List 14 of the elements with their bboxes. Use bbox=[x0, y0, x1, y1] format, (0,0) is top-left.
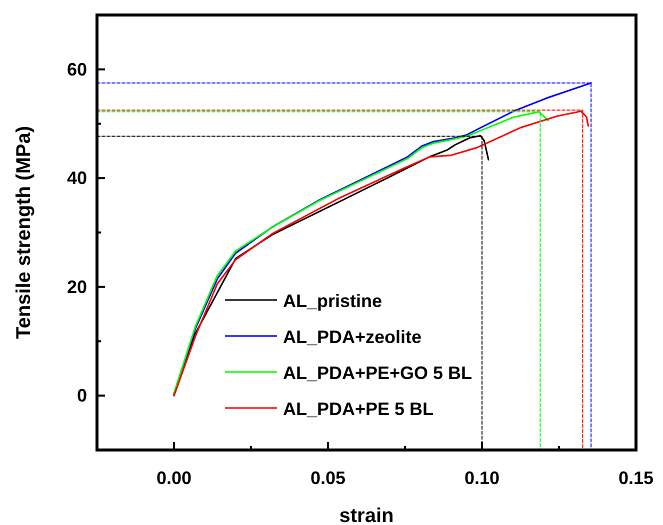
x-tick-label: 0.15 bbox=[618, 468, 654, 488]
y-tick-label: 40 bbox=[66, 168, 87, 188]
legend-label: AL_pristine bbox=[283, 291, 382, 311]
x-tick-label: 0.00 bbox=[156, 468, 192, 488]
legend-label: AL_PDA+PE+GO 5 BL bbox=[283, 363, 472, 383]
x-tick-label: 0.05 bbox=[310, 468, 346, 488]
legend-label: AL_PDA+zeolite bbox=[283, 327, 422, 347]
x-axis-title: strain bbox=[339, 505, 394, 525]
y-axis-title: Tensile strength (MPa) bbox=[13, 126, 35, 339]
legend-label: AL_PDA+PE 5 BL bbox=[283, 399, 434, 419]
y-tick-label: 0 bbox=[76, 386, 87, 406]
y-tick-label: 20 bbox=[66, 276, 87, 297]
x-tick-label: 0.10 bbox=[464, 468, 500, 488]
y-tick-label: 60 bbox=[66, 59, 87, 80]
